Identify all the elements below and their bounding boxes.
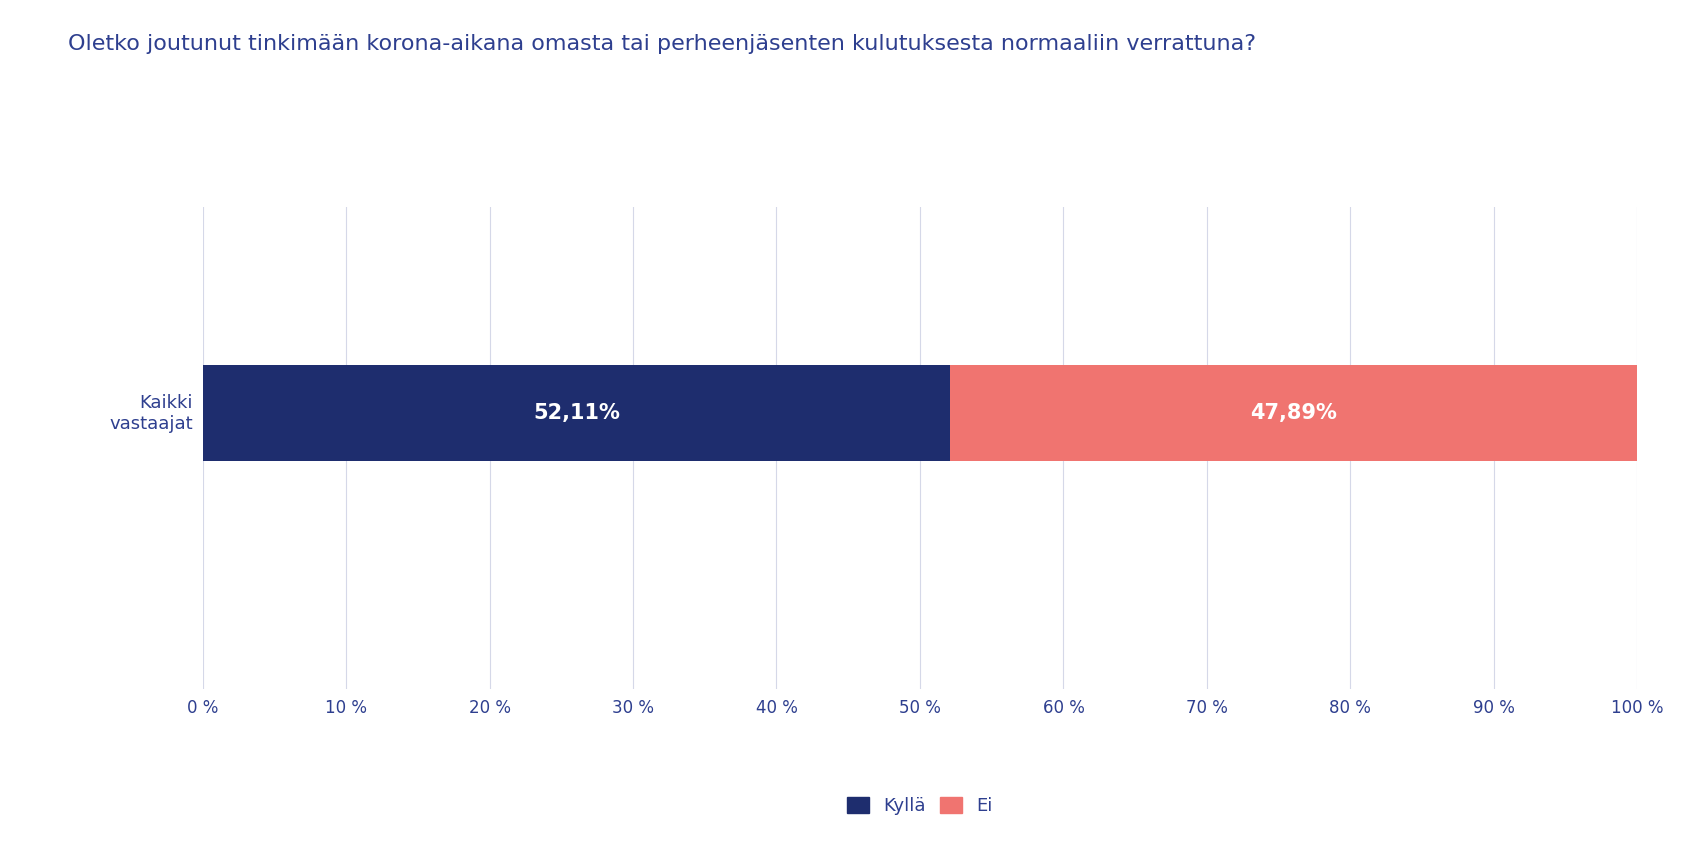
Bar bbox=[203, 365, 950, 461]
Text: Oletko joutunut tinkimään korona-aikana omasta tai perheenjäsenten kulutuksesta : Oletko joutunut tinkimään korona-aikana … bbox=[68, 34, 1256, 54]
Text: 52,11%: 52,11% bbox=[533, 403, 619, 424]
Legend: Kyllä, Ei: Kyllä, Ei bbox=[847, 796, 993, 815]
Bar bbox=[950, 365, 1637, 461]
Text: 47,89%: 47,89% bbox=[1251, 403, 1337, 424]
